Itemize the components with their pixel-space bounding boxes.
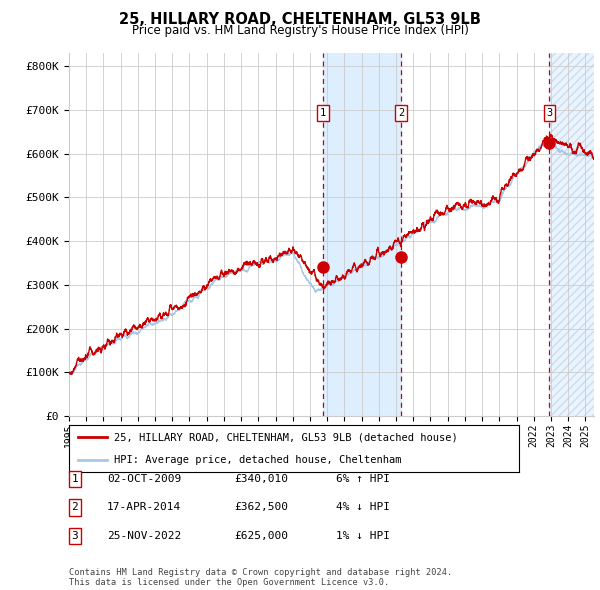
Text: 4% ↓ HPI: 4% ↓ HPI [336, 503, 390, 512]
Bar [323, 53, 401, 416]
Text: 1: 1 [320, 108, 326, 118]
Text: HPI: Average price, detached house, Cheltenham: HPI: Average price, detached house, Chel… [114, 455, 401, 465]
Text: 6% ↑ HPI: 6% ↑ HPI [336, 474, 390, 484]
Text: 17-APR-2014: 17-APR-2014 [107, 503, 181, 512]
Text: 02-OCT-2009: 02-OCT-2009 [107, 474, 181, 484]
Text: £340,010: £340,010 [234, 474, 288, 484]
Text: £625,000: £625,000 [234, 531, 288, 540]
Text: 2: 2 [398, 108, 404, 118]
Bar [549, 53, 594, 416]
Text: 1: 1 [71, 474, 79, 484]
Text: 3: 3 [71, 531, 79, 540]
Text: £362,500: £362,500 [234, 503, 288, 512]
Text: 25, HILLARY ROAD, CHELTENHAM, GL53 9LB: 25, HILLARY ROAD, CHELTENHAM, GL53 9LB [119, 12, 481, 27]
Text: Contains HM Land Registry data © Crown copyright and database right 2024.
This d: Contains HM Land Registry data © Crown c… [69, 568, 452, 587]
Text: 3: 3 [546, 108, 553, 118]
Text: 1% ↓ HPI: 1% ↓ HPI [336, 531, 390, 540]
Text: Price paid vs. HM Land Registry's House Price Index (HPI): Price paid vs. HM Land Registry's House … [131, 24, 469, 37]
Text: 25, HILLARY ROAD, CHELTENHAM, GL53 9LB (detached house): 25, HILLARY ROAD, CHELTENHAM, GL53 9LB (… [114, 432, 458, 442]
Text: 2: 2 [71, 503, 79, 512]
Text: 25-NOV-2022: 25-NOV-2022 [107, 531, 181, 540]
